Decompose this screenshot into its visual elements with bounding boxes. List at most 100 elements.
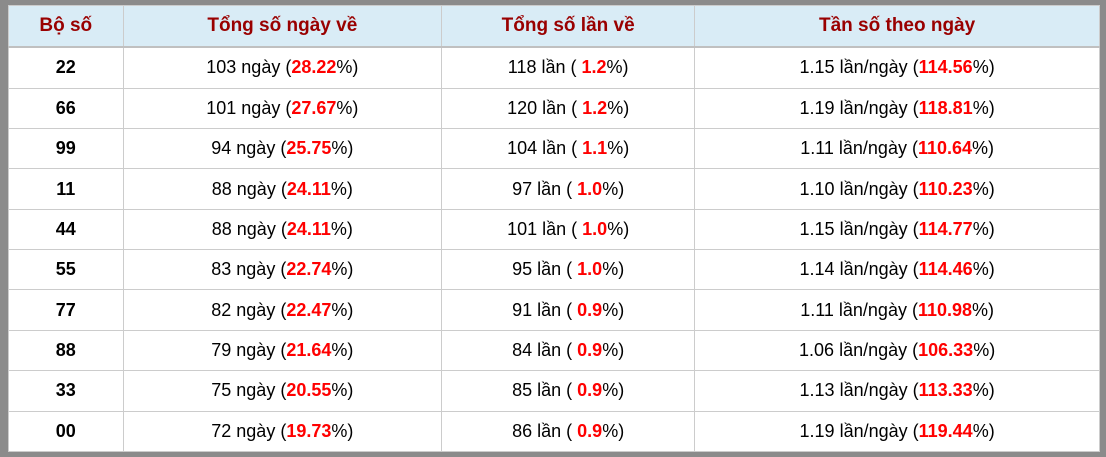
cell-freq: 1.11 lần/ngày (110.64%) xyxy=(694,128,1100,170)
cell-text: %) xyxy=(331,138,354,159)
cell-freq: 1.06 lần/ngày (106.33%) xyxy=(694,329,1100,372)
highlight-percent: 28.22 xyxy=(291,57,337,78)
cell-days: 88 ngày (24.11%) xyxy=(122,168,443,210)
cell-text: %) xyxy=(607,138,630,159)
cell-times: 97 lần ( 1.0%) xyxy=(441,168,696,210)
cell-text: %) xyxy=(972,138,995,159)
cell-text: %) xyxy=(972,57,995,78)
cell-days: 75 ngày (20.55%) xyxy=(122,370,443,412)
cell-pair: 88 xyxy=(8,329,124,372)
cell-times: 84 lần ( 0.9%) xyxy=(441,329,696,372)
cell-times: 104 lần ( 1.1%) xyxy=(441,128,696,170)
cell-text: 86 lần ( xyxy=(512,420,578,441)
highlight-percent: 22.74 xyxy=(286,259,332,280)
cell-times: 91 lần ( 0.9%) xyxy=(441,289,696,331)
highlight-percent: 0.9 xyxy=(577,420,603,441)
cell-text: 101 lần ( xyxy=(507,218,583,239)
cell-pair: 99 xyxy=(8,128,124,170)
cell-text: 101 ngày ( xyxy=(206,97,292,118)
cell-text: %) xyxy=(331,380,354,401)
cell-text: 55 xyxy=(55,259,76,280)
table-row: 33 75 ngày (20.55%) 85 lần ( 0.9%) 1.13 lần… xyxy=(8,370,1100,412)
table-row: 99 94 ngày (25.75%) 104 lần ( 1.1%) 1.11 lầ… xyxy=(8,128,1100,170)
cell-text: %) xyxy=(336,97,359,118)
cell-text: 79 ngày ( xyxy=(211,340,287,360)
cell-days: 79 ngày (21.64%) xyxy=(122,329,443,372)
cell-text: 1.14 lần/ngày ( xyxy=(799,259,919,280)
table-body: 22 103 ngày (28.22%) 118 lần ( 1.2%) 1.15 l… xyxy=(8,46,1100,453)
cell-freq: 1.14 lần/ngày (114.46%) xyxy=(694,249,1100,291)
cell-text: %) xyxy=(331,420,354,441)
cell-pair: 11 xyxy=(8,168,124,210)
cell-text: 120 lần ( xyxy=(507,97,583,118)
highlight-percent: 110.98 xyxy=(917,299,973,320)
cell-text: 84 lần ( xyxy=(512,340,578,360)
cell-text: 66 xyxy=(55,97,76,118)
cell-freq: 1.19 lần/ngày (118.81%) xyxy=(694,87,1100,130)
highlight-percent: 1.2 xyxy=(582,97,608,118)
cell-freq: 1.15 lần/ngày (114.56%) xyxy=(694,46,1100,89)
table-row: 88 79 ngày (21.64%) 84 lần ( 0.9%) 1.06 lần… xyxy=(8,329,1100,372)
cell-text: 22 xyxy=(55,57,76,78)
cell-text: %) xyxy=(602,259,625,280)
highlight-percent: 24.11 xyxy=(286,218,331,239)
cell-freq: 1.13 lần/ngày (113.33%) xyxy=(694,370,1100,412)
cell-text: %) xyxy=(972,380,995,401)
cell-text: 1.06 lần/ngày ( xyxy=(799,340,919,360)
cell-pair: 44 xyxy=(8,208,124,251)
header-row: Bộ số Tổng số ngày về Tổng số lần về Tần… xyxy=(8,5,1100,48)
cell-text: 1.19 lần/ngày ( xyxy=(799,97,919,118)
highlight-percent: 1.2 xyxy=(581,57,607,78)
highlight-percent: 106.33 xyxy=(918,340,974,360)
cell-text: %) xyxy=(972,299,995,320)
cell-text: 77 xyxy=(55,299,76,320)
highlight-percent: 114.46 xyxy=(918,259,973,280)
highlight-percent: 19.73 xyxy=(286,420,332,441)
cell-text: 1.15 lần/ngày ( xyxy=(799,218,919,239)
cell-text: 103 ngày ( xyxy=(206,57,292,78)
highlight-percent: 110.64 xyxy=(917,138,973,159)
highlight-percent: 0.9 xyxy=(577,299,603,320)
cell-freq: 1.15 lần/ngày (114.77%) xyxy=(694,208,1100,251)
cell-text: 94 ngày ( xyxy=(211,138,287,159)
cell-pair: 00 xyxy=(8,410,124,453)
cell-days: 72 ngày (19.73%) xyxy=(122,410,443,453)
cell-text: 82 ngày ( xyxy=(211,299,287,320)
header-pair: Bộ số xyxy=(8,5,124,48)
lottery-pair-stats-table: Bộ số Tổng số ngày về Tổng số lần về Tần… xyxy=(8,5,1100,453)
cell-text: 33 xyxy=(55,380,76,401)
cell-text: 95 lần ( xyxy=(512,259,578,280)
table-row: 77 82 ngày (22.47%) 91 lần ( 0.9%) 1.11 lần… xyxy=(8,289,1100,331)
cell-text: 83 ngày ( xyxy=(211,259,287,280)
highlight-percent: 1.0 xyxy=(577,259,603,280)
cell-freq: 1.19 lần/ngày (119.44%) xyxy=(694,410,1100,453)
cell-text: %) xyxy=(602,299,625,320)
cell-days: 83 ngày (22.74%) xyxy=(122,249,443,291)
cell-times: 120 lần ( 1.2%) xyxy=(441,87,696,130)
table-row: 11 88 ngày (24.11%) 97 lần ( 1.0%) 1.10 lần… xyxy=(8,168,1100,210)
cell-text: 99 xyxy=(55,138,76,159)
highlight-percent: 113.33 xyxy=(918,380,973,401)
cell-text: 104 lần ( xyxy=(507,138,583,159)
table-row: 44 88 ngày (24.11%) 101 lần ( 1.0%) 1.15 lầ… xyxy=(8,208,1100,251)
cell-days: 94 ngày (25.75%) xyxy=(122,128,443,170)
cell-text: %) xyxy=(972,259,995,280)
highlight-percent: 0.9 xyxy=(577,340,603,360)
cell-days: 101 ngày (27.67%) xyxy=(122,87,443,130)
cell-pair: 33 xyxy=(8,370,124,412)
cell-days: 88 ngày (24.11%) xyxy=(122,208,443,251)
header-times: Tổng số lần về xyxy=(441,5,696,48)
highlight-percent: 114.56 xyxy=(918,57,973,78)
cell-text: 1.11 lần/ngày ( xyxy=(800,138,918,159)
highlight-percent: 25.75 xyxy=(286,138,332,159)
cell-text: %) xyxy=(602,178,625,199)
cell-times: 86 lần ( 0.9%) xyxy=(441,410,696,453)
highlight-percent: 114.77 xyxy=(918,218,973,239)
table-row: 66 101 ngày (27.67%) 120 lần ( 1.2%) 1.19 l… xyxy=(8,87,1100,130)
cell-freq: 1.11 lần/ngày (110.98%) xyxy=(694,289,1100,331)
cell-text: %) xyxy=(336,57,359,78)
cell-text: 75 ngày ( xyxy=(211,380,287,401)
cell-text: %) xyxy=(330,178,353,199)
cell-times: 85 lần ( 0.9%) xyxy=(441,370,696,412)
cell-text: 85 lần ( xyxy=(512,380,578,401)
